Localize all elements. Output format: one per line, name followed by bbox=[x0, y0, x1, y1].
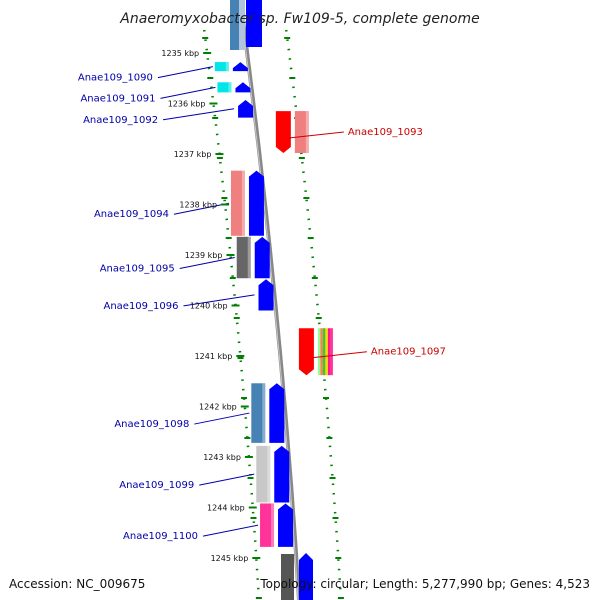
partial-upstream-feature bbox=[230, 0, 262, 50]
left-dotted-ring bbox=[202, 29, 261, 600]
forward-gene-arrow[interactable] bbox=[235, 82, 251, 93]
page-title: Anaeromyxobacter sp. Fw109-5, complete g… bbox=[119, 11, 479, 27]
scale-tick-label: 1238 kbp bbox=[179, 201, 217, 210]
scale-tick-label: 1235 kbp bbox=[161, 49, 199, 58]
forward-gene-arrow[interactable] bbox=[248, 170, 264, 236]
label-leader-line bbox=[202, 524, 259, 537]
scale-tick-label: 1242 kbp bbox=[199, 403, 237, 412]
cog-class-box bbox=[251, 383, 266, 443]
cog-class-box bbox=[294, 111, 309, 153]
cog-class-stripe bbox=[327, 328, 331, 376]
forward-gene-arrow[interactable] bbox=[258, 279, 274, 311]
gene-anae109-1090[interactable] bbox=[214, 62, 248, 72]
gene-label[interactable]: Anae109_1100 bbox=[123, 531, 198, 542]
partial-downstream-feature bbox=[281, 553, 313, 600]
gene-anae109-1093[interactable] bbox=[275, 111, 309, 153]
forward-gene-arrow[interactable] bbox=[232, 62, 248, 72]
label-leader-line bbox=[199, 473, 255, 486]
scale-tick-label: 1240 kbp bbox=[190, 302, 228, 311]
gene-anae109-1097[interactable] bbox=[298, 328, 333, 376]
gene-anae109-1095[interactable] bbox=[236, 236, 270, 279]
cog-class-box bbox=[260, 503, 275, 547]
reverse-gene-arrow[interactable] bbox=[275, 111, 291, 153]
cog-class-box bbox=[230, 170, 245, 236]
topology-info: Topology: circular; Length: 5,277,990 bp… bbox=[260, 577, 590, 591]
label-leader-line bbox=[162, 108, 235, 121]
label-leader-line bbox=[183, 294, 255, 307]
gene-label[interactable]: Anae109_1094 bbox=[94, 209, 169, 220]
label-leader-line bbox=[157, 66, 213, 79]
label-leader-line bbox=[194, 412, 250, 425]
scale-tick-label: 1237 kbp bbox=[174, 150, 212, 159]
cog-class-stripe bbox=[325, 328, 328, 376]
cog-class-stripe bbox=[320, 328, 323, 376]
gene-label[interactable]: Anae109_1090 bbox=[78, 73, 153, 84]
scale-tick-label: 1244 kbp bbox=[207, 504, 245, 513]
gene-anae109-1099[interactable] bbox=[256, 445, 290, 503]
scale-tick-label: 1243 kbp bbox=[203, 453, 241, 462]
forward-gene-arrow[interactable] bbox=[278, 503, 294, 547]
cog-class-box bbox=[236, 236, 251, 279]
gene-label[interactable]: Anae109_1092 bbox=[83, 115, 158, 126]
cog-class-stripe bbox=[322, 328, 326, 376]
cog-class-stripe bbox=[330, 328, 333, 376]
gene-anae109-1092[interactable] bbox=[238, 99, 254, 118]
gene-anae109-1091[interactable] bbox=[217, 82, 251, 93]
label-leader-line bbox=[288, 131, 344, 139]
scale-tick-label: 1239 kbp bbox=[185, 251, 223, 260]
genome-backbone bbox=[238, 0, 301, 600]
gene-anae109-1096[interactable] bbox=[258, 279, 274, 311]
scale-tick-label: 1241 kbp bbox=[195, 352, 233, 361]
gene-anae109-1100[interactable] bbox=[260, 503, 294, 547]
gene-label[interactable]: Anae109_1097 bbox=[371, 347, 446, 358]
cog-class-box bbox=[214, 62, 229, 72]
label-leader-line bbox=[311, 351, 367, 359]
scale-tick-label: 1245 kbp bbox=[211, 554, 249, 563]
label-leader-line bbox=[173, 202, 230, 215]
gene-label[interactable]: Anae109_1096 bbox=[103, 301, 178, 312]
gene-label[interactable]: Anae109_1091 bbox=[80, 93, 155, 104]
gene-anae109-1094[interactable] bbox=[230, 170, 264, 236]
gene-anae109-1098[interactable] bbox=[251, 383, 285, 443]
gene-label[interactable]: Anae109_1099 bbox=[119, 480, 194, 491]
cog-class-stripe bbox=[317, 328, 321, 376]
accession-info: Accession: NC_009675 bbox=[9, 577, 146, 591]
label-leader-line bbox=[160, 86, 216, 99]
forward-gene-arrow[interactable] bbox=[254, 236, 270, 279]
label-leader-line bbox=[179, 257, 235, 270]
gene-label[interactable]: Anae109_1093 bbox=[348, 127, 423, 138]
scale-tick-label: 1236 kbp bbox=[168, 100, 206, 109]
forward-gene-arrow[interactable] bbox=[274, 445, 290, 503]
reverse-gene-arrow[interactable] bbox=[298, 328, 314, 376]
gene-label[interactable]: Anae109_1095 bbox=[100, 264, 175, 275]
forward-gene-arrow[interactable] bbox=[238, 99, 254, 118]
cog-class-box bbox=[256, 445, 271, 503]
cog-class-box bbox=[217, 82, 232, 93]
gene-label[interactable]: Anae109_1098 bbox=[114, 419, 189, 430]
forward-gene-arrow[interactable] bbox=[269, 383, 285, 443]
